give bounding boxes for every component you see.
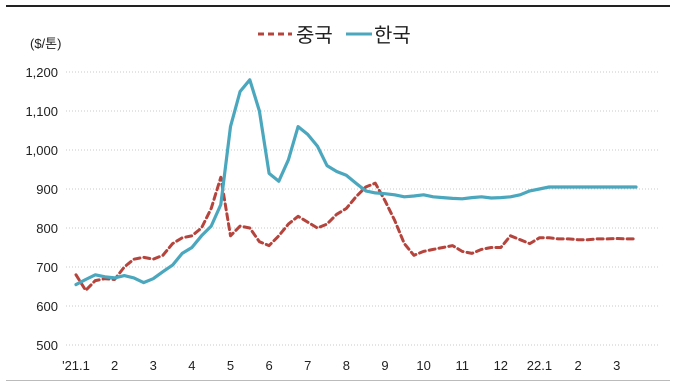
x-tick-label: '21.1 <box>62 358 90 373</box>
top-border <box>6 5 670 7</box>
gridlines <box>66 71 660 346</box>
x-tick-label: 3 <box>613 358 620 373</box>
y-axis-unit-label: ($/톤) <box>30 36 61 51</box>
x-tick-label: 8 <box>343 358 350 373</box>
legend-label-korea: 한국 <box>374 23 411 47</box>
y-tick-label: 500 <box>36 338 58 353</box>
y-tick-label: 900 <box>36 182 58 197</box>
x-tick-label: 5 <box>227 358 234 373</box>
x-axis-ticks: '21.1 2 3 4 5 6 7 8 9 10 11 12 22.1 2 3 <box>62 358 620 373</box>
x-tick-label: 4 <box>188 358 195 373</box>
bottom-border <box>6 380 670 381</box>
x-tick-label: 22.1 <box>527 358 552 373</box>
x-tick-label: 2 <box>574 358 581 373</box>
series-group <box>74 78 638 292</box>
y-tick-label: 800 <box>36 221 58 236</box>
x-tick-label: 6 <box>265 358 272 373</box>
legend-label-china: 중국 <box>296 23 333 47</box>
y-tick-label: 1,100 <box>25 104 58 119</box>
y-axis-ticks: 1,200 1,100 1,000 900 800 700 600 500 <box>25 65 58 353</box>
y-tick-label: 700 <box>36 260 58 275</box>
series-line-china <box>74 175 638 292</box>
legend: 중국 한국 <box>258 23 411 47</box>
y-tick-label: 1,000 <box>25 143 58 158</box>
x-tick-label: 12 <box>494 358 508 373</box>
y-tick-label: 1,200 <box>25 65 58 80</box>
x-tick-label: 7 <box>304 358 311 373</box>
x-tick-label: 3 <box>150 358 157 373</box>
x-tick-label: 2 <box>111 358 118 373</box>
x-tick-label: 10 <box>416 358 430 373</box>
series-line-korea <box>74 78 638 287</box>
x-tick-label: 9 <box>381 358 388 373</box>
y-tick-label: 600 <box>36 299 58 314</box>
x-tick-label: 11 <box>455 358 469 373</box>
